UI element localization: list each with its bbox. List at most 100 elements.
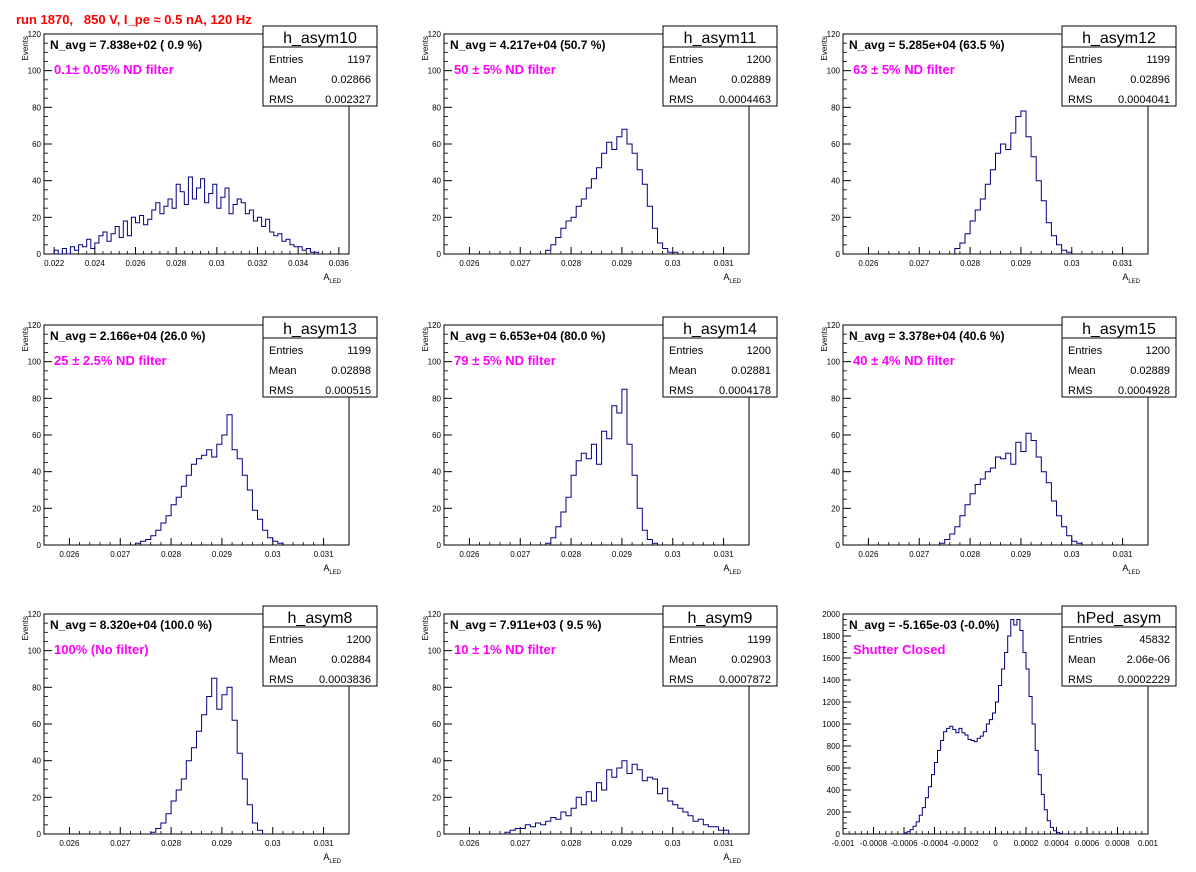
x-axis-label: ALED — [723, 563, 741, 576]
stats-label: RMS — [669, 94, 693, 106]
histogram-panel-h_asym14: 0.026 0.027 0.028 0.029 0.03 0.031 0 20 40 60 80 10… — [421, 316, 778, 576]
x-tick-label: 0.03 — [665, 839, 681, 848]
histogram-bin — [566, 497, 571, 545]
x-tick-label: 0.03 — [1064, 550, 1080, 559]
x-axis-label: ALED — [1122, 272, 1140, 285]
histogram-bin — [515, 829, 520, 835]
y-tick-label: 120 — [28, 30, 42, 39]
histogram-bin — [965, 735, 968, 834]
histogram-bin — [131, 217, 135, 254]
histogram-bin — [191, 464, 196, 545]
histogram-bin — [708, 827, 713, 834]
histogram-bin — [111, 234, 115, 254]
y-tick-label: 80 — [432, 394, 441, 403]
x-tick-label: 0.029 — [1011, 550, 1032, 559]
y-tick-label: 20 — [432, 213, 441, 222]
histogram-bin — [713, 827, 718, 834]
y-tick-label: 60 — [432, 720, 441, 729]
stats-value: 1199 — [347, 345, 371, 357]
stats-box: h_asym10 Entries 1197 Mean 0.02866 RMS 0.00232… — [262, 25, 378, 107]
x-tick-label: 0.03 — [665, 259, 681, 268]
x-tick-label: 0.028 — [161, 839, 182, 848]
histogram-bin — [622, 389, 627, 545]
histogram-bin — [956, 733, 959, 834]
histogram-bin — [581, 453, 586, 545]
histogram-bin — [161, 823, 166, 834]
histogram-bin — [990, 468, 995, 545]
histogram-bin — [83, 247, 87, 254]
x-tick-label: 0.029 — [212, 839, 233, 848]
histogram-bin — [249, 210, 253, 254]
histogram-bin — [202, 715, 207, 834]
histogram-bin — [1021, 111, 1026, 254]
x-axis-label-sub: LED — [729, 859, 741, 865]
histogram-name: h_asym13 — [283, 321, 357, 338]
stats-value: 0.0004928 — [1118, 385, 1170, 397]
y-tick-label: 20 — [432, 504, 441, 513]
y-tick-label: 40 — [831, 177, 840, 186]
histogram-bin — [1051, 236, 1056, 254]
navg-label: N_avg = -5.165e-03 (-0.0%) — [849, 618, 999, 632]
histogram-bin — [983, 732, 986, 834]
histogram-bin — [607, 142, 612, 254]
stats-box: h_asym14 Entries 1200 Mean 0.02881 RMS 0.00041… — [662, 316, 778, 398]
x-tick-label: 0.027 — [510, 839, 531, 848]
histogram-bin — [156, 203, 160, 254]
histogram-bin — [176, 497, 181, 545]
histogram-bin — [1046, 483, 1051, 545]
histogram-bin — [119, 238, 123, 255]
histogram-panel-h_asym9: 0.026 0.027 0.028 0.029 0.03 0.031 0 20 40 60 80 10… — [421, 605, 778, 865]
stats-box: h_asym15 Entries 1200 Mean 0.02889 RMS 0.00049… — [1061, 316, 1177, 398]
histogram-bin — [253, 221, 257, 254]
histogram-bin — [693, 821, 698, 834]
histogram-bin — [683, 812, 688, 834]
histogram-bin — [1032, 724, 1035, 834]
y-tick-label: 80 — [831, 103, 840, 112]
stats-value: 0.02881 — [731, 365, 771, 377]
histogram-bin — [1017, 620, 1020, 835]
histogram-bin — [571, 217, 576, 254]
navg-label: N_avg = 6.653e+04 (80.0 %) — [450, 329, 605, 343]
histogram-bin — [637, 508, 642, 545]
histogram-bin — [302, 250, 306, 254]
histogram-bin — [191, 748, 196, 834]
stats-value: 0.0003836 — [319, 674, 371, 686]
histogram-bin — [152, 210, 156, 254]
y-tick-label: 20 — [831, 213, 840, 222]
run-title: run 1870, 850 V, I_pe ≈ 0.5 nA, 120 Hz — [16, 12, 252, 27]
stats-value: 0.02889 — [1130, 365, 1170, 377]
x-tick-label: 0.029 — [612, 259, 633, 268]
x-tick-label: 0.028 — [561, 839, 582, 848]
x-tick-label: 0.027 — [110, 839, 131, 848]
histogram-bin — [172, 208, 176, 254]
histogram-bin — [622, 129, 627, 254]
y-tick-label: 20 — [32, 213, 41, 222]
stats-value: 2.06e-06 — [1127, 654, 1170, 666]
stats-label: RMS — [269, 385, 293, 397]
y-tick-label: 20 — [432, 793, 441, 802]
histogram-bin — [62, 249, 66, 255]
y-tick-label: 40 — [432, 468, 441, 477]
y-tick-label: 1400 — [822, 676, 840, 685]
histogram-bin — [258, 830, 263, 834]
histogram-bin — [960, 516, 965, 545]
histogram-bin — [181, 486, 186, 545]
histogram-bin — [617, 768, 622, 834]
histogram-bin — [298, 247, 302, 254]
histogram-name: h_asym10 — [283, 30, 357, 47]
histogram-bin — [201, 179, 205, 254]
histogram-bin — [642, 530, 647, 545]
histogram-bin — [168, 199, 172, 254]
x-tick-label: 0.0006 — [1075, 839, 1100, 848]
histogram-bin — [551, 245, 556, 254]
x-tick-label: 0.034 — [288, 259, 309, 268]
histogram-bin — [1046, 223, 1051, 254]
x-tick-label: 0 — [993, 839, 998, 848]
histogram-bin — [980, 479, 985, 545]
y-tick-label: 100 — [28, 358, 42, 367]
histogram-bin — [941, 741, 944, 835]
histogram-line — [504, 760, 730, 834]
y-tick-label: 100 — [428, 358, 442, 367]
histogram-bin — [1036, 181, 1041, 254]
stats-label: RMS — [669, 674, 693, 686]
